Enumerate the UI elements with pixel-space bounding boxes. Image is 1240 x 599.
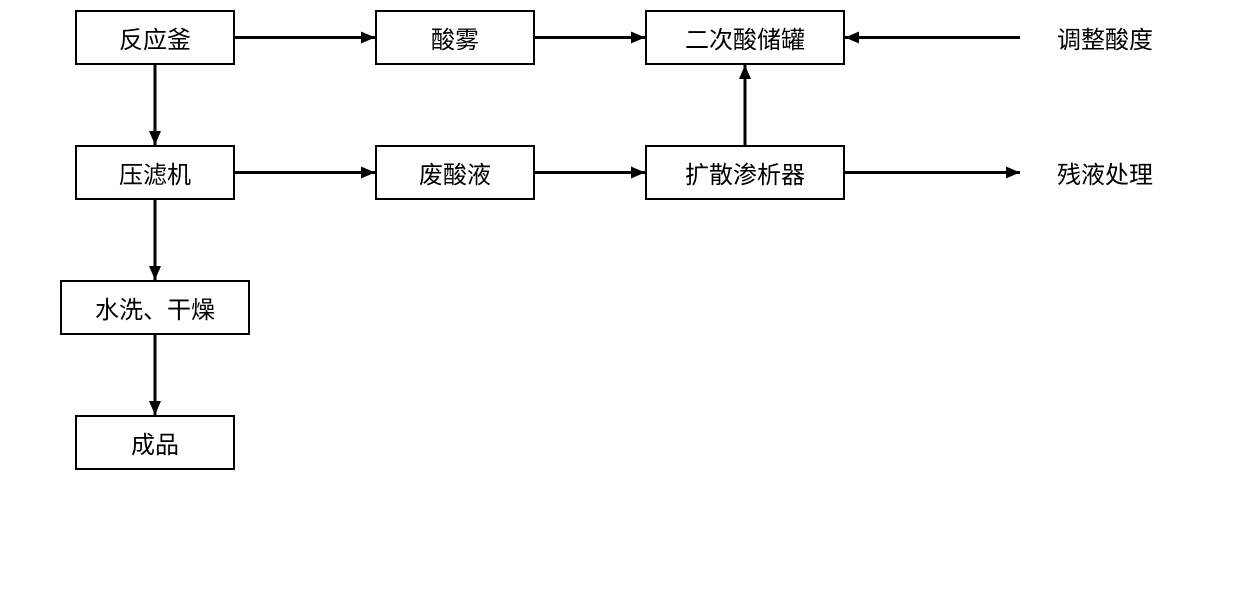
node-sec-acid-tank: 二次酸储罐 [645,10,845,65]
node-filter-press: 压滤机 [75,145,235,200]
node-label: 调整酸度 [1057,20,1153,55]
diagram-stage: 反应釜 酸雾 二次酸储罐 调整酸度压滤机 废酸液 扩散渗析器 残液处理水洗、干燥成品 [0,0,1240,599]
node-reactor: 反应釜 [75,10,235,65]
node-label: 反应釜 [119,20,191,55]
node-label: 残液处理 [1057,155,1153,190]
node-label: 成品 [131,425,179,460]
node-product: 成品 [75,415,235,470]
node-acid-mist: 酸雾 [375,10,535,65]
node-label: 扩散渗析器 [685,155,805,190]
node-label: 二次酸储罐 [685,20,805,55]
node-dialyzer: 扩散渗析器 [645,145,845,200]
node-label: 压滤机 [119,155,191,190]
node-adjust-acidity: 调整酸度 [1020,10,1190,65]
node-wash-dry: 水洗、干燥 [60,280,250,335]
node-label: 废酸液 [419,155,491,190]
node-residue: 残液处理 [1020,145,1190,200]
node-label: 酸雾 [431,20,479,55]
node-label: 水洗、干燥 [95,290,215,325]
node-waste-acid: 废酸液 [375,145,535,200]
